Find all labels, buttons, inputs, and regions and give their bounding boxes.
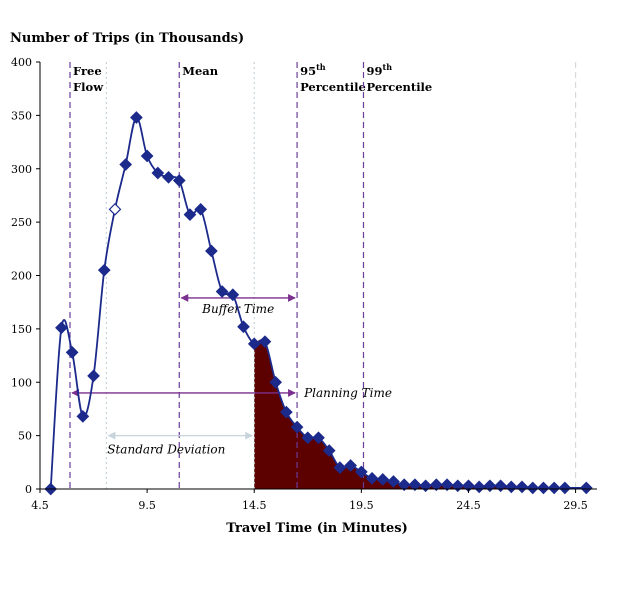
data-point [354,465,368,479]
data-point [76,410,90,423]
data-point [97,263,111,277]
vline-label-p95: Percentile [300,80,366,94]
data-point [429,478,443,492]
data-point [269,375,283,389]
y-tick-label: 400 [11,56,32,69]
y-axis-title: Number of Trips (in Thousands) [10,31,244,46]
y-tick-label: 250 [11,216,32,229]
data-points [44,111,593,496]
y-tick-label: 50 [18,430,32,443]
data-point [515,480,529,494]
data-point [419,479,432,493]
data-point [194,202,208,216]
data-point [333,461,347,474]
data-point [301,431,315,445]
data-point [483,479,497,493]
data-point [226,288,240,302]
tail-fill-area [254,339,587,489]
x-tick-label: 9.5 [138,499,156,512]
data-point [547,481,561,495]
data-point [205,244,218,258]
y-tick-label: 100 [11,376,32,389]
data-point [440,478,454,492]
data-point [140,149,154,163]
data-point [579,481,593,495]
data-point [55,321,68,335]
data-point [526,481,540,495]
x-tick-label: 4.5 [31,499,49,512]
label-planning_time: Planning Time [303,386,392,400]
data-point [87,369,100,383]
x-tick-label: 29.5 [563,499,588,512]
data-point [322,444,336,457]
vline-label-free_flow: Flow [73,80,104,94]
data-point [108,202,122,216]
data-point [376,473,390,486]
data-point [387,475,400,488]
y-tick-label: 350 [11,109,32,122]
data-point [312,431,325,445]
vline-label-p95: 95th [300,62,326,78]
data-point [258,335,272,349]
y-tick-label: 300 [11,163,32,176]
y-tick-label: 150 [11,323,32,336]
data-point [504,480,518,494]
data-point [183,208,197,222]
data-point [237,320,250,334]
x-axis-title: Travel Time (in Minutes) [226,521,408,536]
data-point [130,111,143,124]
label-standard_deviation: Standard Deviation [107,443,225,457]
tail-area [254,339,587,489]
data-point [119,158,133,171]
vline-label-free_flow: Free [73,64,102,78]
x-tick-label: 19.5 [349,499,374,512]
vline-label-mean: Mean [182,64,218,78]
data-point [65,346,79,359]
x-tick-label: 14.5 [242,499,267,512]
y-tick-label: 200 [11,270,32,283]
tick-labels: 0 50 100 150 200 250 300 350 400 4.5 9.5 14.5 19.5 24… [11,56,588,512]
data-point [451,479,465,493]
y-tick-label: 0 [25,483,32,496]
data-point [365,471,379,485]
data-point [215,285,229,298]
vline-label-p99: 99th [366,62,392,78]
data-point [151,166,165,180]
data-point [494,479,507,493]
data-point [408,478,422,492]
data-point [162,170,175,184]
data-point [344,459,357,472]
data-point [290,420,304,434]
vline-label-p99: Percentile [366,80,432,94]
data-point [172,174,186,187]
x-tick-label: 24.5 [456,499,481,512]
data-point [280,405,293,419]
data-point [558,481,572,495]
data-point [537,481,550,495]
data-point [397,478,411,492]
data-point [247,337,261,351]
data-point [472,480,486,494]
axes [36,61,597,493]
